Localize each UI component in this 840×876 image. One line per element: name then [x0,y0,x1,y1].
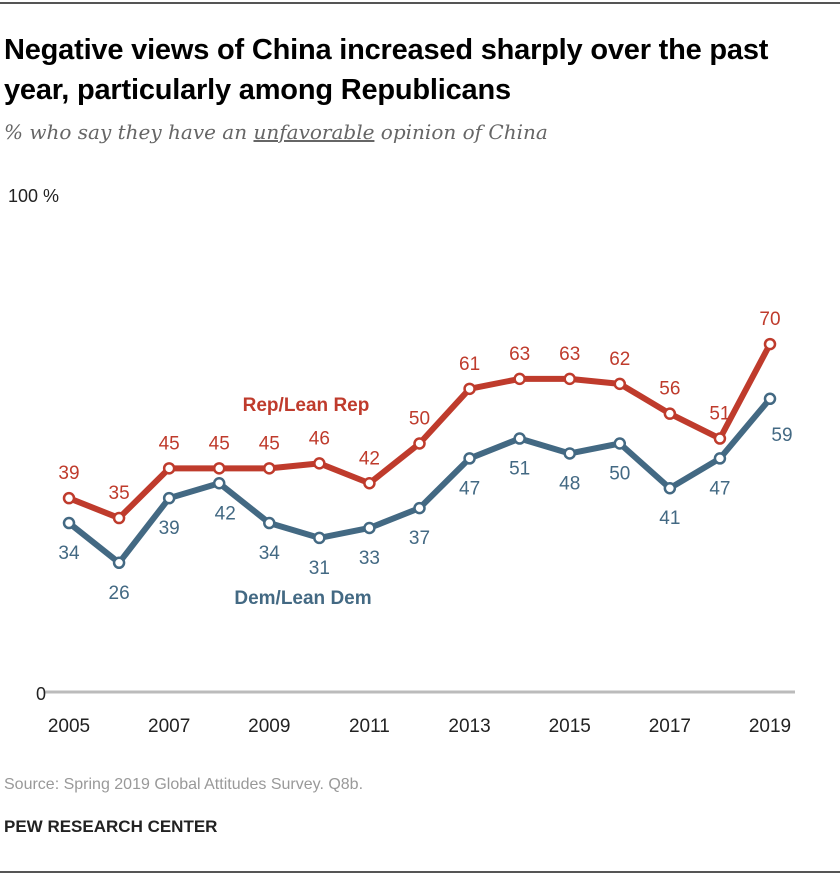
data-label: 45 [209,433,230,454]
data-point [413,501,426,515]
data-label: 47 [459,478,480,499]
data-label: 26 [109,583,130,604]
subtitle-underlined: unfavorable [253,120,375,144]
data-point [563,372,576,386]
data-point [513,372,526,386]
data-point [413,437,426,450]
data-point [212,477,226,490]
data-point [162,462,176,475]
x-tick-label: 2015 [549,716,591,737]
bottom-rule [0,871,840,873]
data-point [162,491,176,505]
data-label: 45 [259,433,280,454]
data-label: 35 [109,483,130,504]
data-label: 48 [559,473,580,494]
data-label: 47 [709,478,730,499]
data-point [313,457,326,470]
data-point [663,481,677,495]
data-point [763,337,777,351]
chart-subtitle: % who say they have an unfavorable opini… [4,120,548,144]
data-label: 59 [771,425,792,446]
data-label: 62 [609,349,630,370]
data-label: 50 [609,464,630,485]
data-point [313,531,326,545]
data-point [62,516,76,530]
series-label-dem: Dem/Lean Dem [234,588,371,609]
data-label: 63 [559,344,580,365]
x-tick-label: 2011 [349,716,390,737]
subtitle-text: % who say they have an [4,120,254,144]
chart-title: Negative views of China increased sharpl… [4,34,769,106]
data-label: 39 [58,463,79,484]
data-point [613,437,627,450]
data-point [513,432,526,445]
data-point [463,452,476,465]
data-label: 45 [159,433,180,454]
data-point [463,382,476,396]
data-label: 51 [509,459,530,480]
data-point [62,491,76,505]
data-label: 70 [759,309,780,330]
subtitle-text-end: opinion of China [374,120,548,144]
data-label: 50 [409,409,430,430]
data-point [363,477,376,490]
y-tick-label-100: 100 % [8,186,59,206]
data-point [363,521,376,535]
data-label: 51 [709,404,730,425]
source-note: Source: Spring 2019 Global Attitudes Sur… [4,776,364,793]
series-label-rep: Rep/Lean Rep [243,395,370,416]
data-point [563,447,576,460]
top-rule [0,2,840,4]
data-label: 63 [509,344,530,365]
data-label: 41 [659,508,680,529]
data-label: 34 [259,543,281,564]
data-label: 39 [159,518,180,539]
data-label: 33 [359,548,380,569]
data-point [263,516,276,530]
y-tick-label-0: 0 [36,684,46,704]
data-label: 42 [215,503,236,524]
data-label: 34 [58,543,80,564]
data-label: 46 [309,428,330,449]
data-point [263,462,276,475]
x-tick-label: 2019 [749,716,791,737]
x-tick-label: 2017 [649,716,691,737]
data-point [763,392,777,406]
data-point [112,556,126,570]
x-tick-label: 2013 [448,716,490,737]
data-point [663,407,677,420]
data-label: 31 [309,558,330,579]
x-tick-label: 2005 [48,716,90,737]
data-point [613,377,627,391]
data-label: 37 [409,528,430,549]
data-point [713,452,727,465]
x-tick-label: 2009 [248,716,290,737]
data-label: 56 [659,379,680,400]
x-tick-label: 2007 [148,716,190,737]
data-point [713,432,727,445]
data-label: 61 [459,354,480,375]
data-label: 42 [359,448,380,469]
data-point [212,462,226,475]
brand-label: PEW RESEARCH CENTER [4,817,218,836]
data-point [112,511,126,525]
